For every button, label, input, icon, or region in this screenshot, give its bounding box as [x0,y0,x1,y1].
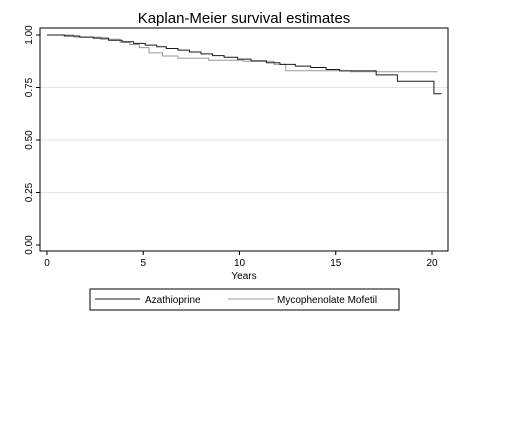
axis-layer: 0.00 0.25 0.50 0.75 1.00 0 5 10 15 20 [24,25,438,269]
series-line-azathioprine [47,34,442,95]
x-tick-label: 20 [426,258,438,269]
legend-label-azathioprine: Azathioprine [145,295,201,306]
y-tick-label: 0.25 [24,182,35,202]
chart-title: Kaplan-Meier survival estimates [138,10,351,27]
y-tick-label: 0.00 [24,235,35,255]
x-tick-label: 10 [234,258,246,269]
legend: Azathioprine Mycophenolate Mofetil [89,288,400,311]
series-line-mycophenolate [47,34,438,73]
x-tick-label: 15 [330,258,342,269]
x-tick-label: 5 [140,258,146,269]
y-tick-label: 1.00 [24,25,35,45]
grid-layer [40,87,448,193]
y-tick-label: 0.75 [24,77,35,97]
legend-label-mycophenolate: Mycophenolate Mofetil [277,295,377,306]
series-layer [47,34,442,95]
x-tick-label: 0 [44,258,50,269]
x-axis-title: Years [231,271,256,282]
y-tick-label: 0.50 [24,130,35,150]
